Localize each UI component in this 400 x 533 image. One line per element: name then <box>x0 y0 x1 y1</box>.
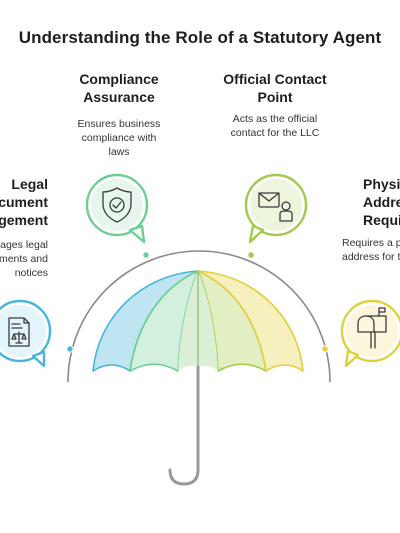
item-contact-heading: Official Contact Point <box>223 71 327 105</box>
shield-check-icon <box>102 187 132 223</box>
arc-node-top-left <box>142 251 150 259</box>
icon-bubble-contact <box>244 173 308 244</box>
outer-arc <box>67 250 331 383</box>
canopy-panel-4 <box>197 270 304 372</box>
item-compliance-desc: Ensures business compliance with laws <box>77 118 161 158</box>
umbrella-handle <box>168 365 200 486</box>
item-address-desc: Requires a physical address for the LLC <box>342 237 400 263</box>
item-legal-heading: Legal Document Management <box>0 176 48 228</box>
item-contact-desc: Acts as the official contact for the LLC <box>230 113 320 139</box>
icon-bubble-compliance <box>85 173 149 244</box>
item-address-heading: Physical Address Requirement <box>363 176 400 228</box>
arc-node-top-right <box>247 251 255 259</box>
arc-node-left <box>66 345 74 353</box>
arc-node-right <box>321 345 329 353</box>
right-item-clip: Physical Address Requirement Requires a … <box>340 0 400 533</box>
legal-document-scale-icon <box>8 317 30 347</box>
contact-card-person-icon <box>258 192 293 222</box>
umbrella-canopy <box>92 270 304 372</box>
diagram-title: Understanding the Role of a Statutory Ag… <box>18 28 382 47</box>
mailbox-icon <box>357 307 387 349</box>
icon-bubble-legal <box>0 299 52 368</box>
item-compliance-heading: Compliance Assurance <box>79 71 159 105</box>
item-legal-desc: Manages legal documents and notices <box>0 239 48 279</box>
icon-bubble-address <box>340 299 400 368</box>
